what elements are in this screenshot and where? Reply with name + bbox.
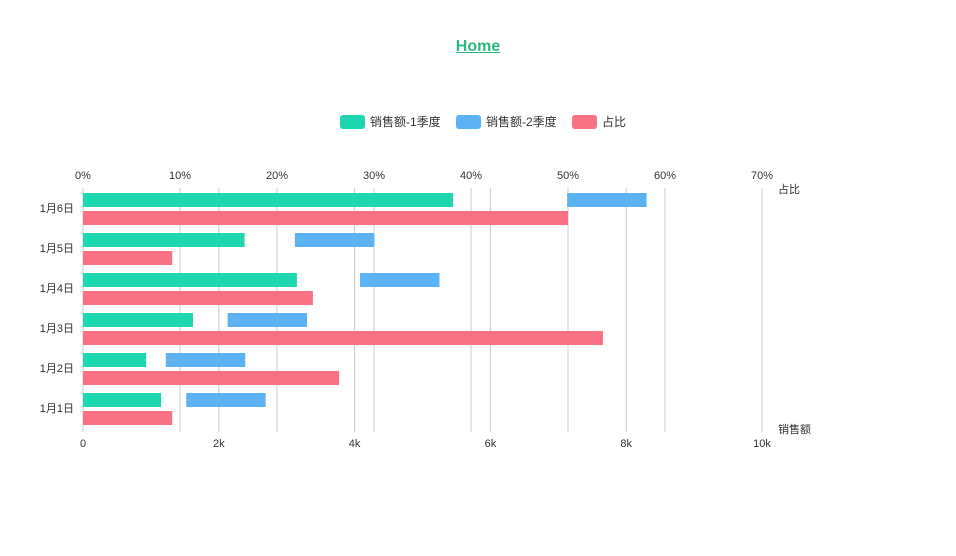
category-label: 1月4日: [40, 283, 74, 295]
category-label: 1月6日: [40, 203, 74, 215]
category-label: 1月1日: [40, 403, 74, 415]
percent-tick-label: 70%: [751, 170, 773, 182]
percent-tick-label: 30%: [363, 170, 385, 182]
legend-label: 占比: [602, 114, 626, 129]
bar-series1: [83, 273, 297, 287]
bar-series1: [83, 353, 147, 367]
legend-swatch: [572, 115, 597, 129]
category-label: 1月5日: [40, 243, 74, 255]
percent-tick-label: 20%: [266, 170, 288, 182]
bar-series2: [294, 233, 375, 247]
bar-series2: [165, 353, 246, 367]
bar-series1: [83, 193, 454, 207]
bar-series1: [83, 393, 162, 407]
percent-tick-label: 50%: [557, 170, 579, 182]
percent-tick-label: 10%: [169, 170, 191, 182]
bar-ratio: [83, 291, 313, 305]
bar-series2: [567, 193, 647, 207]
bar-ratio: [83, 331, 603, 345]
percent-tick-label: 40%: [460, 170, 482, 182]
chart-grid: [82, 188, 763, 432]
category-axis: 1月1日 1月2日 1月3日 1月4日 1月5日 1月6日: [40, 203, 74, 415]
legend-swatch: [340, 115, 365, 129]
legend-label: 销售额-1季度: [370, 114, 441, 129]
chart-legend: 销售额-1季度 销售额-2季度 占比: [340, 114, 626, 129]
home-link[interactable]: Home: [455, 38, 501, 55]
percent-axis: 0% 10% 20% 30% 40% 50% 60% 70% 占比: [75, 170, 800, 196]
bar-series2: [227, 313, 308, 327]
bar-ratio: [83, 411, 173, 425]
bar-series1: [83, 313, 193, 327]
percent-tick-label: 60%: [654, 170, 676, 182]
value-axis: 0 2k 4k 6k 8k 10k 销售额: [80, 422, 811, 450]
legend-swatch: [456, 115, 481, 129]
category-label: 1月3日: [40, 323, 74, 335]
bar-ratio: [83, 211, 568, 225]
value-tick-label: 8k: [620, 438, 632, 450]
value-tick-label: 0: [80, 438, 86, 450]
percent-axis-title: 占比: [778, 182, 800, 196]
value-tick-label: 10k: [753, 438, 771, 450]
category-label: 1月2日: [40, 363, 74, 375]
bar-ratio: [83, 251, 173, 265]
percent-tick-label: 0%: [75, 170, 91, 182]
chart-bars: [83, 193, 647, 425]
bar-series1: [83, 233, 245, 247]
value-tick-label: 2k: [213, 438, 225, 450]
bar-series2: [360, 273, 440, 287]
legend-label: 销售额-2季度: [486, 114, 557, 129]
bar-ratio: [83, 371, 340, 385]
value-axis-title: 销售额: [778, 422, 811, 436]
value-tick-label: 6k: [485, 438, 497, 450]
value-tick-label: 4k: [349, 438, 361, 450]
bar-series2: [186, 393, 266, 407]
